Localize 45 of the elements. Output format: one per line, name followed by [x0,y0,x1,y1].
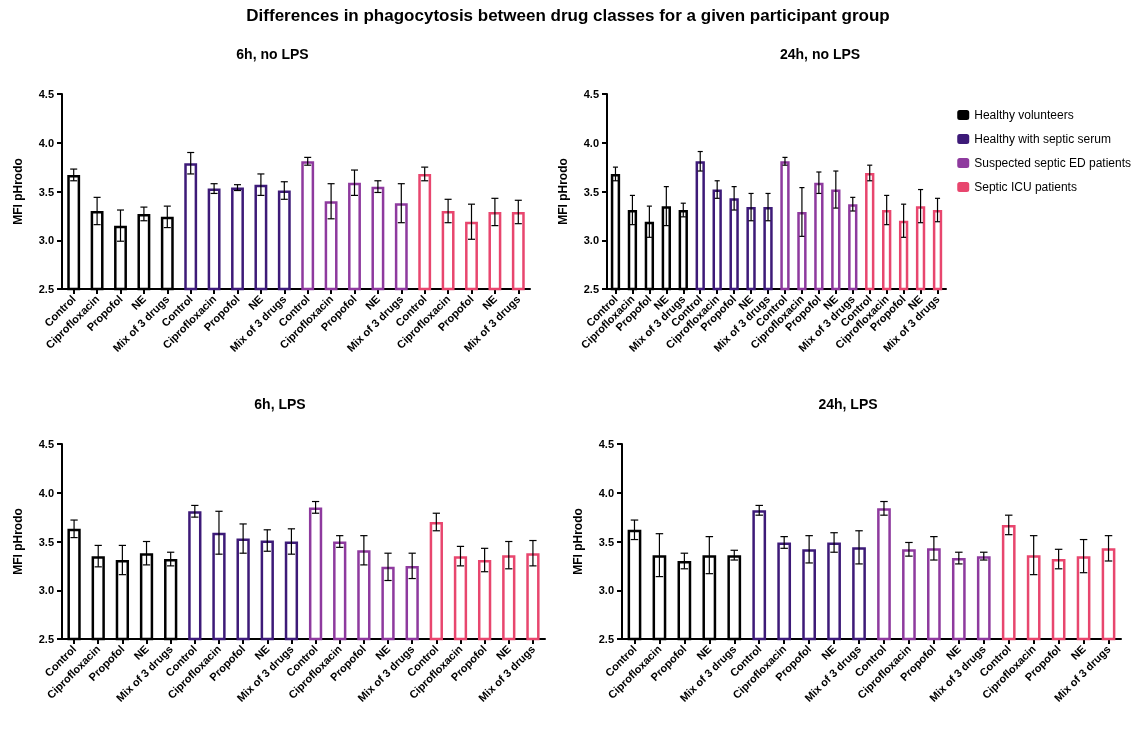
y-tick-label: 3.5 [38,185,54,198]
y-tick-label: 4.0 [38,486,54,499]
y-tick-label: 3.0 [38,234,54,247]
y-tick-label: 2.5 [583,283,599,295]
x-tick-label: NE [694,642,714,663]
y-axis-title: MFI pHrodo [11,158,25,225]
y-tick-label: 3.0 [598,584,614,597]
x-tick-label: NE [245,292,266,313]
legend-label: Suspected septic ED patients [974,156,1132,170]
legend-label: Healthy with septic serum [974,132,1111,146]
text: Differences in phagocytosis between drug classes for a given participant group [245,6,891,26]
y-tick-label: 4.0 [598,486,614,499]
x-tick-label: NE [128,292,149,313]
legend-label: Septic ICU patients [974,180,1077,194]
x-tick-label: NE [372,642,393,663]
x-tick-label: NE [943,642,964,663]
x-tick-label: NE [819,642,839,663]
chart-title: 24h, LPS [818,396,878,412]
y-axis-title: MFI pHrodo [11,508,25,575]
y-tick-label: 4.5 [38,88,54,100]
y-tick-label: 4.5 [583,88,599,100]
legend-label: Healthy volunteers [974,108,1074,122]
y-tick-label: 4.5 [38,438,54,450]
y-axis-title: MFI pHrodo [556,158,570,225]
y-tick-label: 3.0 [583,234,599,247]
y-tick-label: 3.5 [38,535,54,548]
x-tick-label: NE [493,642,514,663]
y-tick-label: 4.0 [583,136,599,149]
x-tick-label: NE [252,642,272,663]
y-tick-label: 3.5 [583,185,599,198]
y-tick-label: 2.5 [598,633,614,645]
y-tick-label: 3.5 [598,535,614,548]
y-tick-label: 4.0 [38,136,54,149]
x-tick-label: NE [1068,642,1088,663]
y-axis-title: MFI pHrodo [571,508,585,575]
y-tick-label: 2.5 [38,283,54,295]
chart-title: 24h, no LPS [780,46,861,62]
y-tick-label: 4.5 [598,438,614,450]
chart-title: 6h, LPS [254,396,306,412]
y-tick-label: 3.0 [38,584,54,597]
x-tick-label: NE [362,292,383,313]
x-tick-label: NE [131,642,151,663]
chart-subtitle: 6h, no LPS [236,46,309,62]
x-tick-label: NE [479,292,500,313]
y-tick-label: 2.5 [38,633,54,645]
